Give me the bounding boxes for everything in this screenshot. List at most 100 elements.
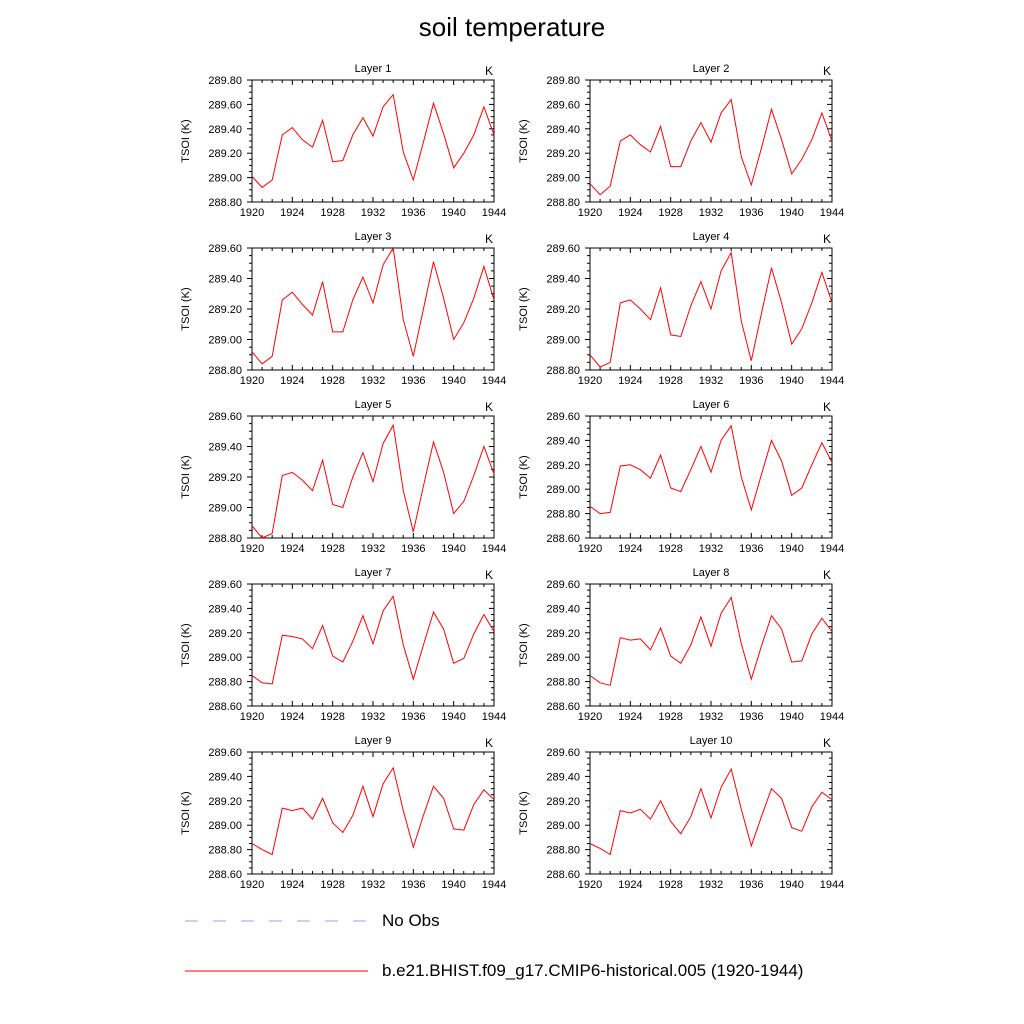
chart-panel: Layer 9 K TSOI (K) 1920 1924 1928 1932 1936 1940… [180, 735, 506, 891]
panel-title: Layer 9 [355, 735, 392, 747]
y-tick-label: 289.00 [208, 335, 242, 347]
y-tick-label: 289.60 [208, 243, 242, 255]
chart-panel: Layer 10 K TSOI (K) 1920 1924 1928 1932 1936 194… [518, 735, 844, 891]
y-tick-label: 288.80 [208, 197, 242, 209]
x-tick-label: 1928 [320, 543, 344, 555]
x-tick-label: 1924 [280, 711, 304, 723]
x-tick-label: 1924 [280, 543, 304, 555]
series-line [251, 246, 495, 365]
x-tick-label: 1940 [441, 375, 465, 387]
panel-units: K [485, 568, 493, 582]
series-line [589, 424, 833, 515]
x-tick-label: 1928 [320, 375, 344, 387]
x-tick-label: 1936 [739, 879, 763, 891]
x-tick-label: 1936 [739, 711, 763, 723]
y-tick-label: 289.60 [208, 99, 242, 111]
x-tick-label: 1928 [320, 207, 344, 219]
x-tick-label: 1940 [441, 543, 465, 555]
x-tick-label: 1944 [482, 207, 506, 219]
x-tick-label: 1924 [618, 375, 642, 387]
x-tick-label: 1932 [699, 711, 723, 723]
x-tick-label: 1944 [482, 543, 506, 555]
x-tick-label: 1920 [240, 375, 264, 387]
x-tick-label: 1932 [699, 543, 723, 555]
x-tick-label: 1932 [699, 375, 723, 387]
panel-title: Layer 4 [693, 231, 730, 243]
x-tick-label: 1928 [658, 375, 682, 387]
chart-panel: Layer 5 K TSOI (K) 1920 1924 1928 1932 1936 1940… [180, 399, 506, 555]
x-tick-label: 1920 [578, 879, 602, 891]
y-tick-label: 289.60 [208, 579, 242, 591]
panel-title: Layer 8 [693, 567, 730, 579]
y-tick-label: 289.00 [208, 820, 242, 832]
x-tick-label: 1940 [779, 879, 803, 891]
x-tick-label: 1924 [618, 879, 642, 891]
y-axis-label: TSOI (K) [180, 791, 192, 834]
y-axis-label: TSOI (K) [518, 455, 530, 498]
panel-units: K [823, 568, 831, 582]
chart-panel: Layer 7 K TSOI (K) 1920 1924 1928 1932 1936 1940… [180, 567, 506, 723]
y-tick-label: 289.20 [208, 148, 242, 160]
y-tick-label: 289.20 [208, 304, 242, 316]
y-tick-label: 288.80 [208, 845, 242, 857]
x-tick-label: 1936 [401, 711, 425, 723]
x-tick-label: 1944 [820, 375, 844, 387]
panel-title: Layer 3 [355, 231, 392, 243]
series-line [251, 594, 495, 685]
plot-frame [589, 751, 833, 875]
x-tick-label: 1920 [240, 711, 264, 723]
x-tick-label: 1928 [320, 879, 344, 891]
series-line [589, 98, 833, 196]
x-tick-label: 1940 [441, 879, 465, 891]
series-line [251, 766, 495, 856]
y-tick-label: 289.40 [208, 603, 242, 615]
panel-units: K [823, 232, 831, 246]
y-tick-label: 289.40 [546, 274, 580, 286]
panel-title: Layer 1 [355, 63, 392, 75]
x-tick-label: 1924 [618, 543, 642, 555]
y-tick-label: 288.60 [546, 533, 580, 545]
x-tick-label: 1920 [578, 207, 602, 219]
x-tick-label: 1928 [658, 207, 682, 219]
series-line [589, 767, 833, 856]
x-tick-label: 1932 [699, 207, 723, 219]
panel-units: K [823, 400, 831, 414]
panel-units: K [823, 64, 831, 78]
y-tick-label: 289.00 [208, 503, 242, 515]
x-tick-label: 1936 [401, 543, 425, 555]
plot-frame [251, 415, 495, 539]
panel-units: K [823, 736, 831, 750]
y-tick-label: 288.80 [546, 365, 580, 377]
x-tick-label: 1928 [658, 879, 682, 891]
y-tick-label: 289.20 [208, 472, 242, 484]
x-tick-label: 1932 [361, 375, 385, 387]
x-tick-label: 1944 [482, 711, 506, 723]
y-tick-label: 288.80 [546, 845, 580, 857]
x-tick-label: 1924 [618, 207, 642, 219]
y-tick-label: 289.40 [208, 274, 242, 286]
y-tick-label: 289.60 [208, 747, 242, 759]
panel-title: Layer 10 [690, 735, 733, 747]
x-tick-label: 1936 [401, 207, 425, 219]
x-tick-label: 1944 [820, 207, 844, 219]
panel-units: K [485, 64, 493, 78]
y-tick-label: 289.40 [546, 435, 580, 447]
y-tick-label: 289.20 [208, 628, 242, 640]
x-tick-label: 1940 [441, 711, 465, 723]
x-tick-label: 1928 [658, 543, 682, 555]
x-tick-label: 1944 [482, 375, 506, 387]
y-tick-label: 289.00 [546, 335, 580, 347]
series-line [589, 251, 833, 368]
y-axis-label: TSOI (K) [518, 119, 530, 162]
y-axis-label: TSOI (K) [518, 791, 530, 834]
y-axis-label: TSOI (K) [518, 287, 530, 330]
y-tick-label: 289.00 [546, 173, 580, 185]
y-tick-label: 288.60 [208, 869, 242, 881]
y-tick-label: 289.20 [546, 796, 580, 808]
panel-title: Layer 2 [693, 63, 730, 75]
y-tick-label: 289.20 [208, 796, 242, 808]
x-tick-label: 1924 [280, 879, 304, 891]
panel-title: Layer 7 [355, 567, 392, 579]
x-tick-label: 1936 [739, 375, 763, 387]
y-tick-label: 289.20 [546, 304, 580, 316]
